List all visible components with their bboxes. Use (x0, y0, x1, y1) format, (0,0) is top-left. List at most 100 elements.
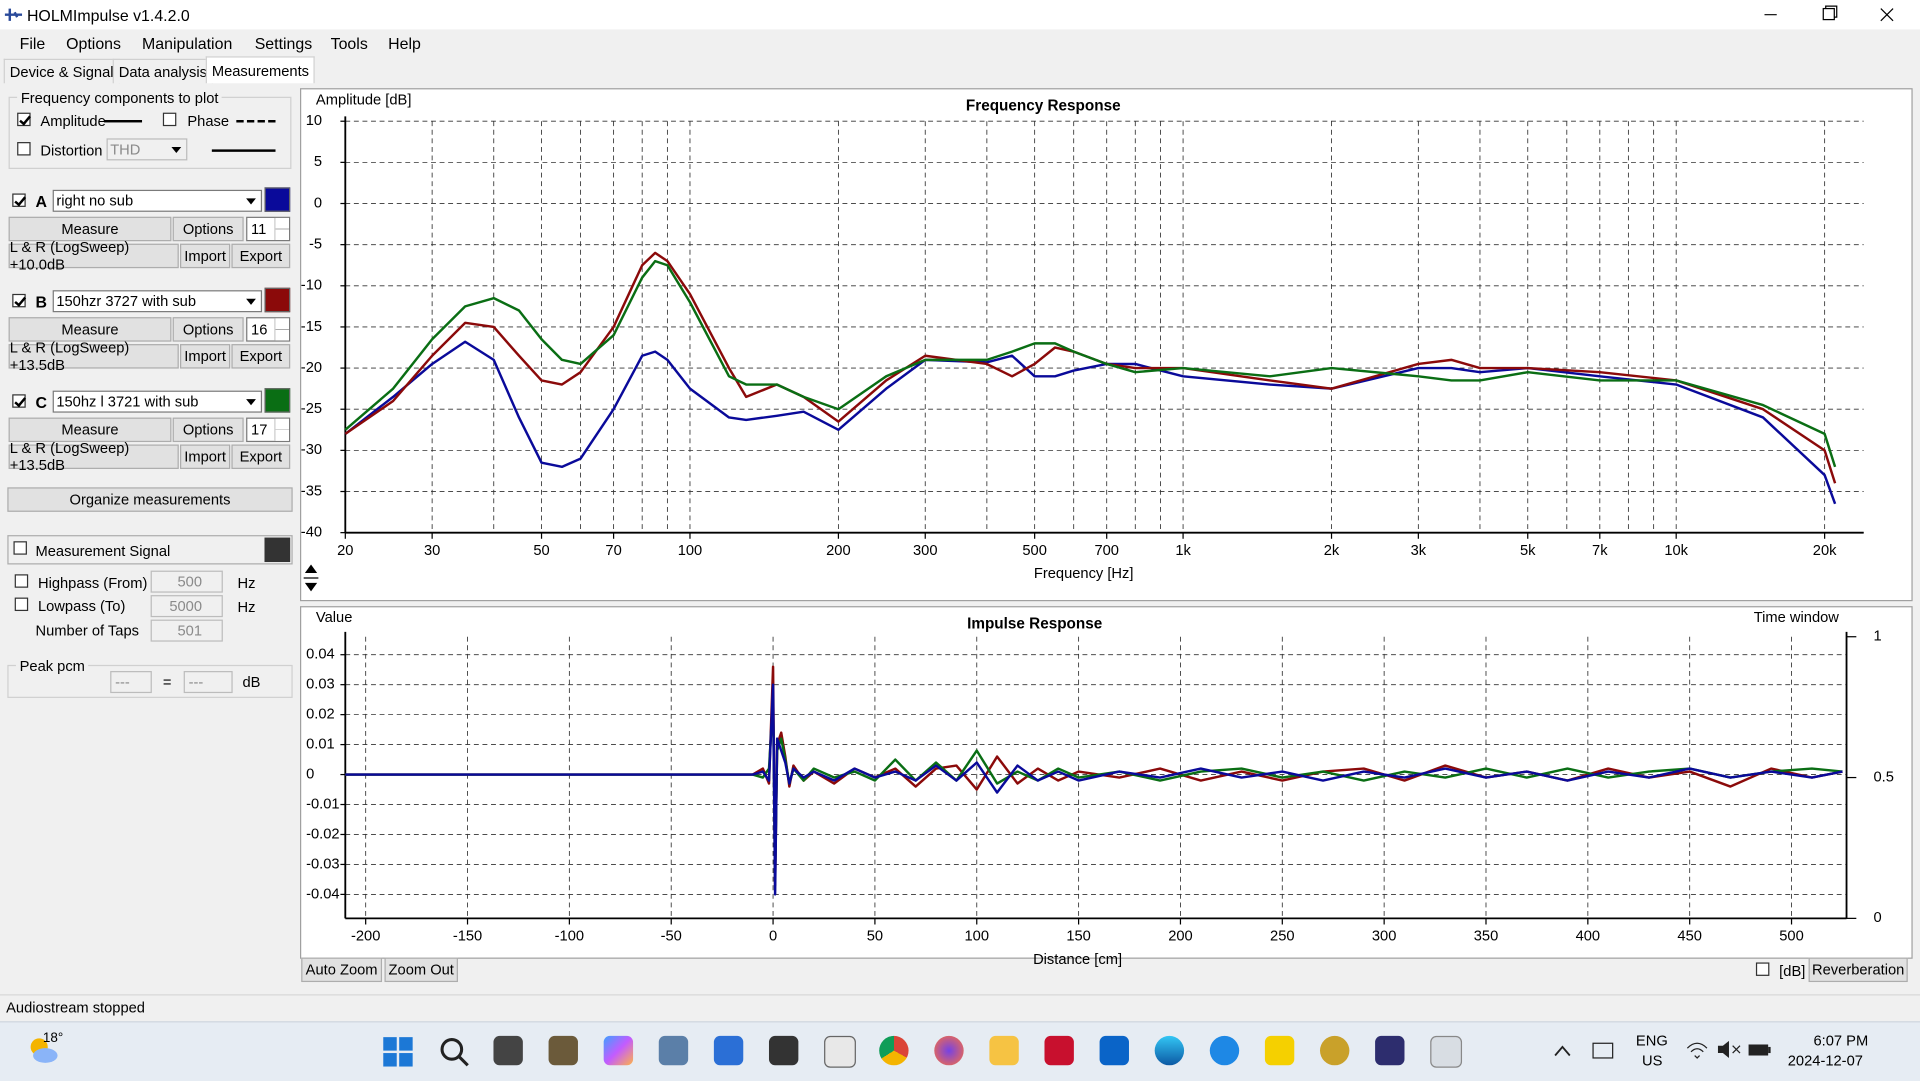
button[interactable]: Auto Zoom (301, 957, 383, 983)
button[interactable]: Reverberation (1808, 957, 1908, 983)
x-axis-label: Frequency [Hz] (1034, 566, 1134, 582)
impulse-panel (300, 606, 1913, 959)
app-icon[interactable] (713, 1035, 744, 1066)
checkbox[interactable] (13, 541, 27, 555)
tray-icons[interactable] (1685, 1038, 1773, 1060)
tab[interactable]: Device & Signal (3, 58, 120, 84)
app-icon[interactable] (1099, 1035, 1129, 1066)
checkbox[interactable] (12, 293, 26, 308)
color-swatch[interactable] (264, 187, 291, 212)
button[interactable]: Options (172, 216, 244, 242)
window-controls[interactable] (1739, 0, 1920, 29)
checkbox[interactable] (1755, 962, 1770, 976)
checkbox[interactable] (162, 112, 177, 127)
button[interactable]: Import (180, 243, 231, 269)
button[interactable]: Organize measurements (7, 487, 293, 512)
menu-item[interactable]: File (19, 34, 46, 53)
x-tick-label: 30 (424, 543, 440, 559)
checkbox[interactable] (17, 142, 31, 156)
search-icon[interactable] (438, 1036, 470, 1068)
color-swatch[interactable] (264, 388, 291, 413)
checkbox[interactable] (14, 574, 29, 588)
app-icon[interactable] (824, 1035, 856, 1068)
spinner[interactable]: 16 (246, 317, 291, 342)
button[interactable]: Import (180, 344, 231, 369)
input[interactable]: 5000 (150, 595, 223, 618)
app-icon[interactable] (879, 1035, 909, 1066)
button[interactable]: Import (180, 444, 231, 469)
measurement-name[interactable]: 150hzr 3727 with sub (52, 290, 263, 313)
splitter-arrows[interactable] (301, 561, 321, 595)
checkbox[interactable] (12, 193, 26, 207)
x-axis-label: Distance [cm] (1033, 952, 1122, 968)
button[interactable]: Measure (8, 417, 172, 443)
checkbox[interactable] (12, 394, 26, 408)
menu-item[interactable]: Manipulation (142, 34, 233, 53)
measurement-name[interactable]: right no sub (52, 189, 263, 212)
app-icon[interactable] (934, 1035, 964, 1066)
button[interactable]: Measure (8, 317, 172, 342)
x-tick-label: 400 (1576, 929, 1601, 945)
x-tick-label: 500 (1022, 543, 1047, 559)
checkbox[interactable] (17, 112, 31, 127)
region[interactable]: US (1642, 1051, 1663, 1069)
button[interactable]: L & R (LogSweep) +13.5dB (8, 339, 179, 373)
dropdown[interactable]: THD (106, 138, 188, 161)
y2-tick-label: 1 (1873, 629, 1881, 645)
line-style (236, 120, 276, 123)
app-icon[interactable] (1264, 1035, 1295, 1066)
y-tick-label: -40 (301, 525, 322, 541)
app-icon[interactable] (658, 1035, 689, 1066)
button[interactable]: Measure (8, 216, 172, 242)
app-icon[interactable] (1320, 1035, 1350, 1066)
tab[interactable]: Measurements (205, 56, 316, 84)
button[interactable]: Export (231, 243, 291, 269)
button[interactable]: Export (231, 344, 291, 369)
y-tick-label: -15 (301, 319, 322, 335)
app-icon[interactable] (1375, 1035, 1405, 1066)
y-tick-label: -30 (301, 442, 322, 458)
app-icon[interactable] (989, 1035, 1019, 1066)
x-tick-label: 450 (1677, 929, 1702, 945)
input[interactable]: 500 (150, 570, 223, 593)
button[interactable]: Options (172, 417, 244, 443)
menu-item[interactable]: Settings (254, 34, 313, 53)
menu-item[interactable]: Tools (330, 34, 368, 53)
x-tick-label: -200 (351, 929, 380, 945)
tray-icon[interactable] (1592, 1041, 1614, 1061)
measurement-name[interactable]: 150hz l 3721 with sub (52, 390, 263, 413)
app-icon[interactable] (1154, 1035, 1185, 1066)
series-line (344, 340, 1837, 505)
button[interactable]: Export (231, 444, 291, 469)
app-icon[interactable] (603, 1035, 634, 1066)
input[interactable]: 501 (150, 619, 223, 642)
app-icon[interactable] (548, 1035, 578, 1066)
checkbox[interactable] (14, 597, 29, 612)
app-icon[interactable] (768, 1035, 799, 1066)
button[interactable]: Zoom Out (384, 957, 458, 983)
start-button[interactable] (382, 1036, 414, 1068)
menu-item[interactable]: Help (388, 34, 421, 53)
app-icon[interactable] (493, 1035, 523, 1066)
x-tick-label: 50 (533, 543, 549, 559)
app-icon[interactable] (1044, 1035, 1074, 1066)
color-swatch[interactable] (264, 537, 291, 563)
tab[interactable]: Data analysis (112, 58, 214, 84)
y-tick-label: 0.01 (306, 736, 335, 752)
spinner[interactable]: 11 (246, 216, 291, 242)
menu-item[interactable]: Options (66, 34, 121, 53)
app-icon[interactable] (1430, 1035, 1463, 1068)
button[interactable]: Options (172, 317, 244, 342)
color-swatch[interactable] (264, 287, 291, 313)
button[interactable]: L & R (LogSweep) +13.5dB (8, 440, 179, 474)
weather-icon[interactable] (24, 1032, 61, 1069)
spinner[interactable]: 17 (246, 417, 291, 443)
y-tick-label: -0.02 (306, 826, 339, 842)
language[interactable]: ENG (1635, 1032, 1668, 1050)
label: Distortion (40, 142, 103, 160)
group-title: Peak pcm (15, 657, 89, 675)
tray-chevron[interactable] (1553, 1043, 1573, 1058)
app-icon[interactable] (1209, 1035, 1240, 1066)
